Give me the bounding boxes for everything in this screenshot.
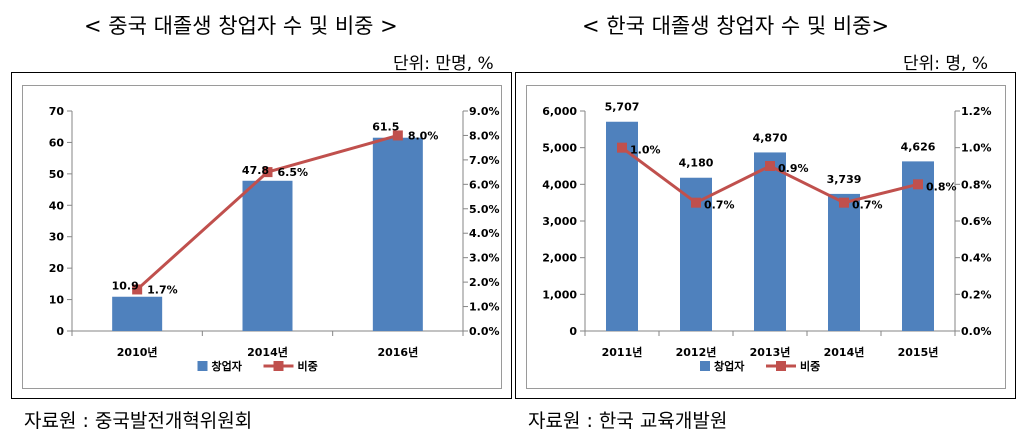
share-marker (392, 130, 403, 141)
right-chart-svg: 0 1,000 2,000 3,000 4,000 5,000 6,000 0.0% 0.2% 0… (542, 101, 992, 373)
legend-bar-swatch (700, 361, 710, 371)
y2-tick-label: 7.0% (469, 154, 500, 167)
y-tick-label: 6,000 (542, 105, 577, 118)
y-tick-label: 10 (49, 294, 65, 307)
y-tick-label: 3,000 (542, 215, 577, 228)
line-value-label: 1.0% (630, 144, 661, 157)
y2-tick-label: 5.0% (469, 203, 500, 216)
left-chart-frame: 0 10 20 30 40 50 60 70 0.0% 1.0% 2.0% 3.0% 4.0% 5.0% 6… (11, 72, 512, 399)
y-tick-label: 1,000 (542, 288, 577, 301)
y2-tick-label: 2.0% (469, 276, 500, 289)
y2-tick-label: 1.2% (961, 105, 992, 118)
bar (242, 180, 293, 331)
share-marker (839, 197, 849, 208)
y-tick-label: 60 (49, 136, 65, 149)
line-value-label: 0.7% (852, 199, 883, 212)
bar (902, 161, 934, 331)
y-tick-label: 50 (49, 168, 65, 181)
x-tick-label: 2012년 (676, 345, 717, 359)
y2-tick-label: 1.0% (469, 301, 500, 314)
legend-bar-swatch (197, 361, 208, 371)
y2-tick-label: 3.0% (469, 252, 500, 265)
bar (372, 137, 423, 331)
legend-bar-label: 창업자 (714, 359, 745, 373)
line-value-label: 0.8% (926, 180, 957, 193)
x-tick-label: 2013년 (750, 345, 791, 359)
right-unit-label: 단위: 명, % (903, 54, 989, 74)
y-tick-label: 40 (49, 199, 65, 212)
y2-tick-label: 0.0% (961, 325, 992, 338)
y-tick-label: 2,000 (542, 252, 577, 265)
y2-tick-label: 9.0% (469, 105, 500, 118)
right-chart-frame: 0 1,000 2,000 3,000 4,000 5,000 6,000 0.0% 0.2% 0… (515, 72, 1016, 399)
x-tick-label: 2014년 (824, 345, 865, 359)
x-tick-label: 2011년 (602, 345, 643, 359)
y-tick-label: 0 (569, 325, 577, 338)
bar-value-label: 61.5 (372, 121, 399, 134)
bar-value-label: 4,626 (901, 140, 936, 153)
line-value-label: 6.5% (278, 166, 309, 179)
bar (754, 152, 786, 331)
y2-tick-label: 0.8% (961, 178, 992, 191)
y-tick-label: 70 (49, 105, 65, 118)
y2-tick-label: 4.0% (469, 227, 500, 240)
y-tick-label: 30 (49, 231, 65, 244)
legend-bar-label: 창업자 (212, 359, 243, 373)
legend-line-label: 비중 (298, 359, 318, 373)
y2-tick-label: 6.0% (469, 178, 500, 191)
left-chart-title: < 중국 대졸생 창업자 수 및 비중 > (84, 14, 398, 38)
line-value-label: 0.9% (778, 162, 809, 175)
bar (112, 296, 163, 331)
y2-tick-label: 1.0% (961, 142, 992, 155)
bar (828, 193, 860, 331)
y2-tick-label: 0.4% (961, 252, 992, 265)
share-marker (913, 179, 923, 190)
bar-value-label: 4,180 (679, 157, 714, 170)
left-unit-label: 단위: 만명, % (393, 54, 494, 74)
y2-tick-label: 0.2% (961, 288, 992, 301)
bar-value-label: 10.9 (112, 280, 139, 293)
left-chart-area: 0 10 20 30 40 50 60 70 0.0% 1.0% 2.0% 3.0% 4.0% 5.0% 6… (22, 85, 502, 389)
share-marker (262, 167, 273, 178)
x-tick-label: 2014년 (247, 345, 288, 359)
legend-line-marker (776, 361, 786, 371)
line-value-label: 8.0% (408, 129, 439, 142)
bar-value-label: 3,739 (827, 173, 862, 186)
x-tick-label: 2016년 (377, 345, 418, 359)
right-source: 자료원 : 한국 교육개발원 (528, 410, 728, 432)
share-marker (765, 161, 775, 171)
y2-tick-label: 0.0% (469, 325, 500, 338)
bar-value-label: 5,707 (605, 101, 640, 114)
line-value-label: 0.7% (704, 199, 735, 212)
y-tick-label: 0 (56, 325, 64, 338)
share-marker (691, 197, 701, 208)
legend-line-label: 비중 (800, 359, 820, 373)
y-tick-label: 4,000 (542, 178, 577, 191)
x-tick-label: 2010년 (117, 345, 158, 359)
line-value-label: 1.7% (147, 283, 178, 296)
share-marker (617, 142, 627, 153)
legend-line-marker (273, 361, 284, 371)
y-tick-label: 20 (49, 262, 65, 275)
bar-value-label: 47.8 (242, 164, 269, 177)
x-tick-label: 2015년 (898, 345, 939, 359)
right-chart-title: < 한국 대졸생 창업자 수 및 비중> (582, 14, 890, 38)
y2-tick-label: 8.0% (469, 129, 500, 142)
left-source: 자료원 : 중국발전개혁위원회 (24, 410, 253, 432)
right-chart-area: 0 1,000 2,000 3,000 4,000 5,000 6,000 0.0% 0.2% 0… (526, 85, 1006, 389)
share-marker (132, 284, 143, 295)
y2-tick-label: 0.6% (961, 215, 992, 228)
left-chart-svg: 0 10 20 30 40 50 60 70 0.0% 1.0% 2.0% 3.0% 4.0% 5.0% 6… (49, 105, 500, 373)
y-tick-label: 5,000 (542, 142, 577, 155)
bar-value-label: 4,870 (753, 131, 788, 144)
